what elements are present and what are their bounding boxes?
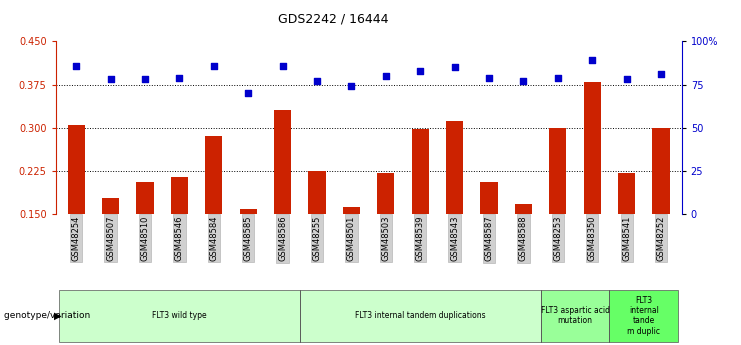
Point <box>276 63 288 68</box>
Bar <box>584 82 601 214</box>
Bar <box>239 209 257 214</box>
Point <box>552 75 564 80</box>
Bar <box>308 171 325 214</box>
Point <box>449 65 461 70</box>
Text: GDS2242 / 16444: GDS2242 / 16444 <box>278 12 389 25</box>
Bar <box>480 182 498 214</box>
Point <box>414 68 426 73</box>
Bar <box>274 110 291 214</box>
Bar <box>653 128 670 214</box>
Point <box>104 77 116 82</box>
Point <box>70 63 82 68</box>
Bar <box>102 198 119 214</box>
Text: FLT3 wild type: FLT3 wild type <box>152 311 207 320</box>
Bar <box>618 172 635 214</box>
Text: FLT3 aspartic acid
mutation: FLT3 aspartic acid mutation <box>541 306 610 325</box>
Bar <box>171 177 188 214</box>
Text: genotype/variation: genotype/variation <box>4 311 93 320</box>
Point <box>483 75 495 80</box>
Bar <box>136 182 153 214</box>
Bar <box>412 129 429 214</box>
Bar <box>343 207 360 214</box>
Point <box>517 78 529 84</box>
Point <box>242 90 254 96</box>
Bar <box>377 172 394 214</box>
Text: FLT3 internal tandem duplications: FLT3 internal tandem duplications <box>355 311 485 320</box>
Point <box>208 63 220 68</box>
Point <box>345 83 357 89</box>
Point <box>586 58 598 63</box>
Text: ▶: ▶ <box>54 311 62 321</box>
Point <box>380 73 392 79</box>
Text: FLT3
internal
tande
m duplic: FLT3 internal tande m duplic <box>628 296 660 336</box>
Point <box>311 78 323 84</box>
Bar <box>67 125 84 214</box>
Bar <box>549 128 566 214</box>
Bar <box>446 121 463 214</box>
Bar <box>205 136 222 214</box>
Bar <box>515 204 532 214</box>
Point <box>655 71 667 77</box>
Point <box>173 75 185 80</box>
Point <box>139 77 151 82</box>
Point <box>621 77 633 82</box>
